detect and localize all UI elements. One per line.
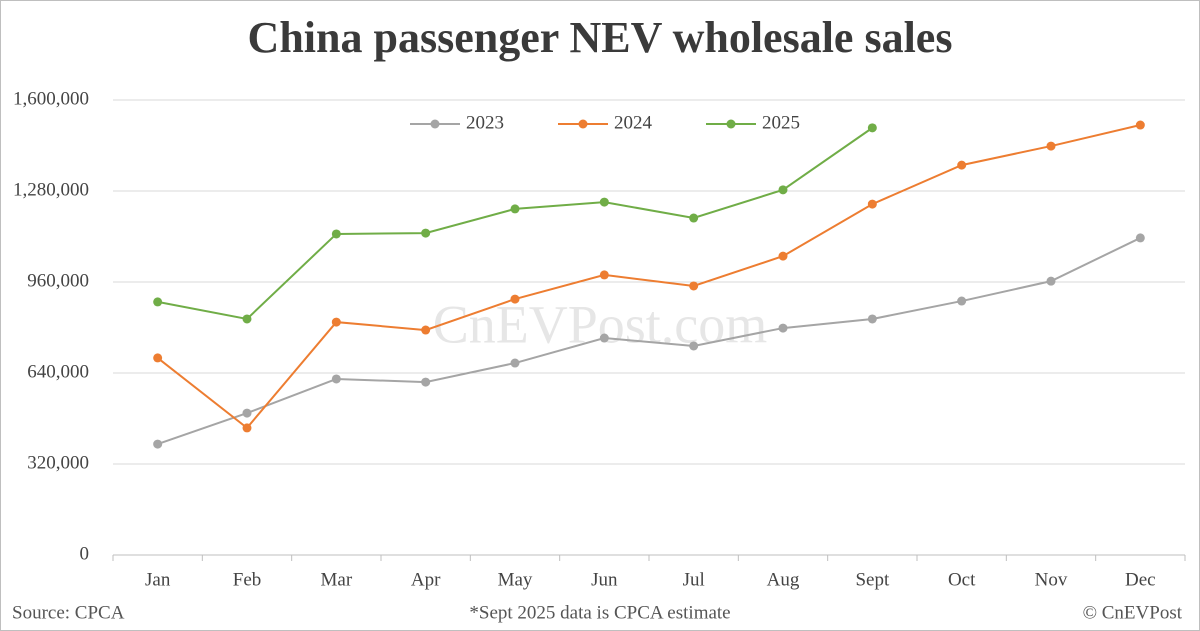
note: *Sept 2025 data is CPCA estimate: [469, 602, 730, 623]
data-point: [957, 160, 967, 170]
data-point: [1046, 141, 1056, 151]
watermark: CnEVPost.com: [433, 294, 768, 354]
x-tick-label: Dec: [1125, 569, 1156, 590]
data-point: [510, 204, 520, 214]
data-point: [867, 314, 877, 324]
data-point: [421, 325, 431, 335]
x-tick-label: Mar: [321, 569, 353, 590]
data-point: [867, 123, 877, 133]
data-point: [599, 333, 609, 343]
x-tick-label: Feb: [233, 569, 262, 590]
data-point: [510, 358, 520, 368]
legend-label: 2024: [614, 112, 653, 133]
x-tick-label: Apr: [411, 569, 441, 590]
source: Source: CPCA: [12, 602, 125, 623]
x-tick-label: May: [498, 569, 533, 590]
data-point: [957, 296, 967, 306]
y-tick-label: 1,600,000: [13, 88, 89, 109]
legend-marker: [430, 119, 440, 129]
data-point: [778, 251, 788, 261]
data-point: [599, 197, 609, 207]
data-point: [421, 377, 431, 387]
legend-label: 2025: [762, 112, 800, 133]
data-point: [242, 408, 252, 418]
data-point: [153, 439, 163, 449]
data-point: [421, 228, 431, 238]
data-point: [689, 281, 699, 291]
data-point: [331, 317, 341, 327]
data-point: [867, 199, 877, 209]
y-tick-label: 640,000: [27, 361, 89, 382]
data-point: [331, 229, 341, 239]
data-point: [778, 323, 788, 333]
x-tick-label: Oct: [948, 569, 976, 590]
data-point: [153, 353, 163, 363]
y-tick-label: 0: [80, 543, 90, 564]
series-line: [157, 237, 1141, 446]
data-point: [510, 294, 520, 304]
legend-label: 2023: [466, 112, 504, 133]
series-line: [157, 124, 1141, 430]
data-point: [242, 314, 252, 324]
data-point: [1135, 233, 1145, 243]
y-tick-label: 1,280,000: [13, 179, 89, 200]
data-point: [331, 374, 341, 384]
data-point: [689, 341, 699, 351]
x-tick-label: Nov: [1035, 569, 1068, 590]
data-point: [689, 213, 699, 223]
data-point: [153, 297, 163, 307]
data-point: [242, 423, 252, 433]
x-tick-label: Jun: [591, 569, 618, 590]
x-tick-label: Sept: [855, 569, 890, 590]
credit: © CnEVPost: [1083, 602, 1183, 623]
y-tick-label: 320,000: [27, 452, 89, 473]
legend-marker: [726, 119, 736, 129]
data-point: [599, 270, 609, 280]
chart-title: China passenger NEV wholesale sales: [248, 13, 953, 62]
x-tick-label: Jan: [145, 569, 171, 590]
legend-marker: [578, 119, 588, 129]
data-point: [1046, 276, 1056, 286]
y-tick-label: 960,000: [27, 270, 89, 291]
data-point: [778, 185, 788, 195]
x-tick-label: Jul: [683, 569, 705, 590]
x-tick-label: Aug: [767, 569, 800, 590]
data-point: [1135, 120, 1145, 130]
